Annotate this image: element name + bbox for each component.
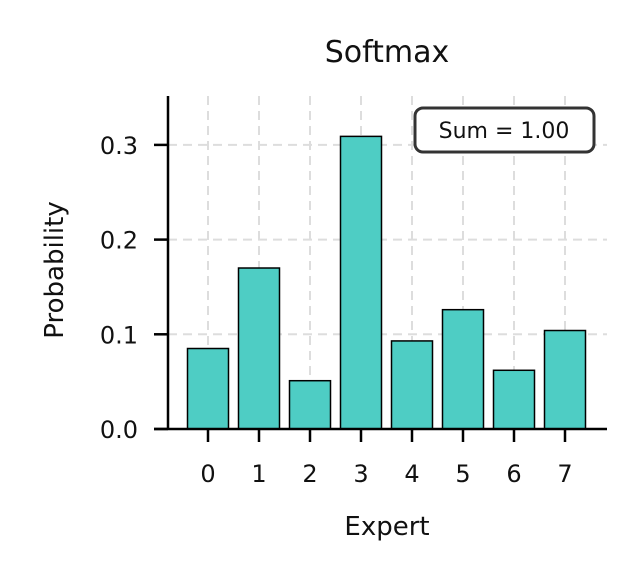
y-axis-label: Probability bbox=[40, 201, 70, 338]
y-tick-label: 0.0 bbox=[100, 416, 138, 444]
x-tick-label: 6 bbox=[506, 460, 521, 488]
bar-expert-3 bbox=[339, 135, 383, 430]
annotation-box bbox=[413, 106, 596, 154]
bars bbox=[186, 135, 587, 430]
x-tick-label: 1 bbox=[251, 460, 266, 488]
y-ticks: 0.0 0.1 0.2 0.3 bbox=[100, 132, 168, 444]
x-tick-label: 2 bbox=[302, 460, 317, 488]
y-tick-label: 0.2 bbox=[100, 227, 138, 255]
chart-title: Softmax bbox=[325, 35, 450, 70]
bar-expert-5 bbox=[441, 308, 485, 430]
axes bbox=[154, 96, 607, 431]
x-axis-label: Expert bbox=[344, 512, 429, 542]
x-tick-label: 7 bbox=[557, 460, 572, 488]
x-ticks: 0 1 2 3 4 5 6 7 bbox=[200, 429, 573, 488]
x-tick-label: 0 bbox=[200, 460, 215, 488]
annotation-text: Sum = 1.00 bbox=[439, 119, 570, 144]
sum-annotation: Sum = 1.00 bbox=[413, 106, 596, 154]
y-tick-label: 0.3 bbox=[100, 132, 138, 160]
bar-expert-4 bbox=[390, 340, 434, 430]
x-tick-label: 5 bbox=[455, 460, 470, 488]
y-tick-label: 0.1 bbox=[100, 321, 138, 349]
bar-expert-2 bbox=[288, 379, 332, 430]
bar-expert-1 bbox=[237, 267, 281, 430]
bar-expert-0 bbox=[186, 347, 230, 430]
bar-expert-6 bbox=[492, 369, 536, 430]
bar-expert-7 bbox=[543, 329, 587, 430]
x-tick-label: 3 bbox=[353, 460, 368, 488]
x-tick-label: 4 bbox=[404, 460, 419, 488]
